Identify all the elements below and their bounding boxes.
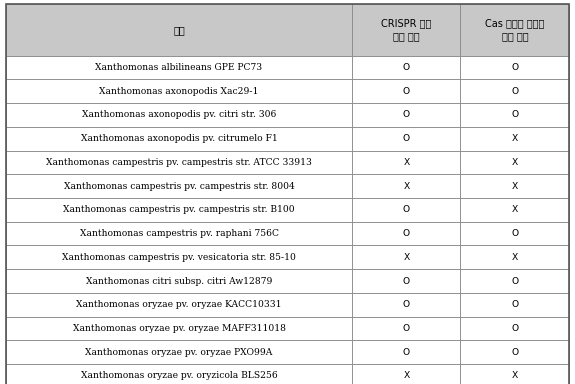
Bar [352, 103, 461, 127]
Text: 게놈: 게놈 [173, 25, 185, 35]
Text: Xanthomonas oryzae pv. oryzae KACC10331: Xanthomonas oryzae pv. oryzae KACC10331 [76, 300, 282, 309]
Bar [352, 317, 461, 340]
Bar [352, 269, 461, 293]
Bar [352, 222, 461, 245]
Text: X: X [403, 371, 409, 381]
Text: O: O [403, 111, 410, 119]
Text: O: O [511, 300, 519, 309]
Text: Xanthomonas campestris pv. vesicatoria str. 85-10: Xanthomonas campestris pv. vesicatoria s… [62, 253, 296, 262]
Text: Xanthomonas oryzae pv. oryzicola BLS256: Xanthomonas oryzae pv. oryzicola BLS256 [81, 371, 277, 381]
Bar [6, 340, 352, 364]
Bar [461, 317, 569, 340]
Bar [6, 364, 352, 384]
Bar [352, 198, 461, 222]
Text: X: X [403, 158, 409, 167]
Text: Xanthomonas oryzae pv. oryzae PXO99A: Xanthomonas oryzae pv. oryzae PXO99A [85, 348, 273, 357]
Text: O: O [511, 276, 519, 286]
Text: X: X [403, 253, 409, 262]
Bar [461, 293, 569, 317]
Text: O: O [403, 205, 410, 214]
Bar [461, 222, 569, 245]
Text: Xanthomonas campestris pv. campestris str. 8004: Xanthomonas campestris pv. campestris st… [64, 182, 294, 191]
Text: Xanthomonas albilineans GPE PC73: Xanthomonas albilineans GPE PC73 [95, 63, 263, 72]
Bar [352, 340, 461, 364]
Text: Xanthomonas oryzae pv. oryzae MAFF311018: Xanthomonas oryzae pv. oryzae MAFF311018 [72, 324, 286, 333]
Text: O: O [403, 324, 410, 333]
Text: X: X [512, 134, 518, 143]
Text: Xanthomonas axonopodis Xac29-1: Xanthomonas axonopodis Xac29-1 [99, 87, 259, 96]
Text: Xanthomonas campestris pv. campestris str. ATCC 33913: Xanthomonas campestris pv. campestris st… [46, 158, 312, 167]
Bar [461, 174, 569, 198]
Bar [461, 340, 569, 364]
Text: O: O [511, 229, 519, 238]
Text: O: O [403, 348, 410, 357]
Text: O: O [511, 348, 519, 357]
Text: O: O [403, 134, 410, 143]
Text: O: O [403, 276, 410, 286]
Text: X: X [512, 205, 518, 214]
Bar [461, 56, 569, 79]
Text: X: X [512, 158, 518, 167]
Bar [352, 4, 461, 56]
Text: X: X [512, 371, 518, 381]
Text: Xanthomonas axonopodis pv. citrumelo F1: Xanthomonas axonopodis pv. citrumelo F1 [81, 134, 277, 143]
Text: O: O [403, 300, 410, 309]
Bar [461, 79, 569, 103]
Bar [6, 174, 352, 198]
Text: O: O [511, 63, 519, 72]
Text: X: X [512, 182, 518, 191]
Bar [6, 4, 352, 56]
Text: Cas 단백질 유전자
존재 유무: Cas 단백질 유전자 존재 유무 [485, 18, 545, 41]
Bar [6, 103, 352, 127]
Bar [461, 4, 569, 56]
Text: O: O [511, 324, 519, 333]
Text: O: O [403, 229, 410, 238]
Text: X: X [512, 253, 518, 262]
Bar [6, 317, 352, 340]
Bar [6, 293, 352, 317]
Bar [6, 269, 352, 293]
Bar [6, 56, 352, 79]
Bar [352, 127, 461, 151]
Bar [352, 79, 461, 103]
Bar [352, 56, 461, 79]
Bar [352, 293, 461, 317]
Text: O: O [511, 87, 519, 96]
Bar [6, 127, 352, 151]
Text: O: O [511, 111, 519, 119]
Text: Xanthomonas axonopodis pv. citri str. 306: Xanthomonas axonopodis pv. citri str. 30… [82, 111, 276, 119]
Bar [352, 151, 461, 174]
Text: Xanthomonas campestris pv. raphani 756C: Xanthomonas campestris pv. raphani 756C [79, 229, 278, 238]
Bar [6, 222, 352, 245]
Text: CRISPR 서열
존재 유무: CRISPR 서열 존재 유무 [381, 18, 432, 41]
Bar [461, 198, 569, 222]
Bar [352, 174, 461, 198]
Text: O: O [403, 87, 410, 96]
Text: O: O [403, 63, 410, 72]
Bar [6, 245, 352, 269]
Bar [6, 79, 352, 103]
Bar [461, 103, 569, 127]
Bar [461, 127, 569, 151]
Bar [352, 364, 461, 384]
Text: Xanthomonas campestris pv. campestris str. B100: Xanthomonas campestris pv. campestris st… [63, 205, 295, 214]
Bar [6, 198, 352, 222]
Text: X: X [403, 182, 409, 191]
Bar [6, 151, 352, 174]
Bar [461, 364, 569, 384]
Bar [461, 245, 569, 269]
Bar [461, 151, 569, 174]
Text: Xanthomonas citri subsp. citri Aw12879: Xanthomonas citri subsp. citri Aw12879 [86, 276, 272, 286]
Bar [461, 269, 569, 293]
Bar [352, 245, 461, 269]
